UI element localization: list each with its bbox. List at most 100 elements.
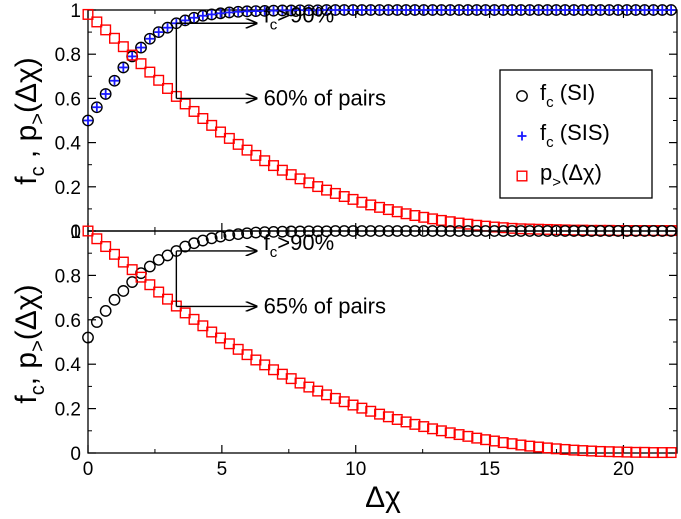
data-point-circle — [108, 74, 121, 87]
series — [82, 225, 677, 459]
data-point-square — [321, 389, 333, 401]
series — [82, 225, 678, 344]
data-point-square — [329, 187, 341, 199]
annotation-label-rest: 65% of pairs — [264, 293, 386, 318]
data-point-square — [91, 233, 103, 245]
data-point-circle — [435, 225, 448, 237]
data-point-square — [639, 446, 651, 458]
x-tick-label: 15 — [479, 459, 500, 480]
data-point-circle — [400, 225, 412, 237]
data-point-square — [179, 98, 191, 110]
data-point-circle — [258, 226, 271, 239]
data-point-circle — [426, 225, 439, 237]
data-point-square — [471, 432, 483, 444]
data-point-square — [541, 442, 553, 454]
data-point-square — [153, 286, 165, 298]
data-point-square — [356, 196, 368, 208]
data-point-square — [338, 191, 350, 203]
data-point-square — [144, 279, 156, 291]
series — [83, 5, 676, 125]
data-point-circle — [294, 225, 306, 238]
top-panel: 00.20.40.60.81 fc>90%60% of pairs — [55, 1, 678, 243]
data-point-circle — [488, 225, 501, 237]
y-tick-label: 0 — [70, 444, 81, 465]
legend-entry-label-main: p — [540, 160, 552, 185]
data-point-square — [206, 119, 218, 131]
data-point-square — [647, 447, 659, 459]
data-point-square — [109, 248, 121, 260]
data-point-square — [400, 208, 412, 220]
data-point-square — [418, 421, 430, 433]
data-point-square — [329, 392, 341, 404]
data-point-circle — [223, 229, 236, 242]
annotation-label-main: f — [264, 230, 271, 255]
data-point-square — [435, 425, 447, 437]
data-point-circle — [559, 225, 571, 237]
data-point-square — [365, 199, 377, 211]
data-point-square — [409, 418, 421, 430]
data-point-circle — [638, 225, 651, 237]
top-y-axis-title-c: c — [27, 166, 49, 176]
legend-entry-label-sub: c — [546, 134, 554, 151]
data-point-circle — [629, 225, 642, 237]
data-point-circle — [302, 225, 315, 238]
x-tick-label: 10 — [345, 459, 366, 480]
data-point-square — [365, 405, 377, 417]
data-point-square — [135, 58, 147, 70]
data-point-square — [303, 177, 315, 189]
data-point-circle — [665, 225, 678, 237]
data-point-square — [312, 181, 324, 193]
bottom-y-axis-title-mid: , p — [10, 352, 43, 385]
data-point-circle — [373, 225, 386, 237]
data-point-square — [462, 218, 474, 230]
legend: fc (SI)fc (SIS)p>(Δχ) — [499, 69, 653, 199]
data-point-circle — [532, 225, 545, 237]
data-point-square — [126, 264, 138, 276]
data-point-square — [206, 326, 218, 338]
bottom-y-axis-title: fc, p>(Δχ) — [10, 284, 49, 403]
axis-labels: fc , p>(Δχ)fc, p>(Δχ)Δχ — [10, 57, 401, 514]
y-tick-label: 1 — [70, 222, 81, 243]
data-point-circle — [249, 226, 262, 239]
data-point-square — [656, 447, 668, 459]
data-point-circle — [117, 61, 130, 74]
data-point-square — [630, 446, 642, 458]
annotation-label-sub: c — [270, 244, 278, 261]
data-point-circle — [311, 225, 324, 238]
data-point-square — [347, 193, 359, 205]
data-point-circle — [523, 225, 536, 237]
data-point-circle — [179, 14, 192, 27]
data-point-circle — [82, 331, 94, 344]
legend-entry-label: fc (SIS) — [540, 120, 610, 151]
data-point-square — [391, 206, 403, 218]
data-point-square — [117, 41, 129, 53]
data-point-circle — [364, 225, 377, 237]
data-point-square — [568, 444, 580, 456]
data-point-square — [471, 219, 483, 231]
legend-entry-label-rest: (SI) — [554, 80, 596, 105]
legend-entry-label: p>(Δχ) — [540, 160, 602, 191]
data-point-square — [427, 423, 439, 435]
data-point-circle — [99, 305, 112, 317]
annotation-label-main: f — [264, 2, 271, 27]
y-tick-label: 0.2 — [55, 178, 81, 199]
data-point-circle — [214, 230, 227, 243]
bottom-y-axis-title-dc: (Δχ) — [10, 284, 43, 340]
data-point-square — [506, 438, 518, 450]
data-point-circle — [408, 225, 421, 237]
data-point-circle — [347, 225, 359, 237]
x-tick-label: 0 — [83, 459, 94, 480]
data-point-circle — [576, 225, 589, 237]
data-point-square — [577, 445, 589, 457]
data-point-square — [550, 443, 562, 455]
data-point-square — [497, 437, 509, 449]
data-point-square — [347, 399, 359, 411]
legend-marker-square — [516, 170, 528, 182]
top-y-axis-title-f: f — [10, 176, 43, 185]
data-point-square — [91, 16, 103, 28]
data-point-square — [444, 427, 456, 439]
data-point-circle — [585, 225, 598, 237]
legend-entry-label-rest: (Δχ) — [561, 160, 602, 185]
data-point-circle — [355, 225, 368, 237]
data-point-square — [665, 447, 677, 459]
